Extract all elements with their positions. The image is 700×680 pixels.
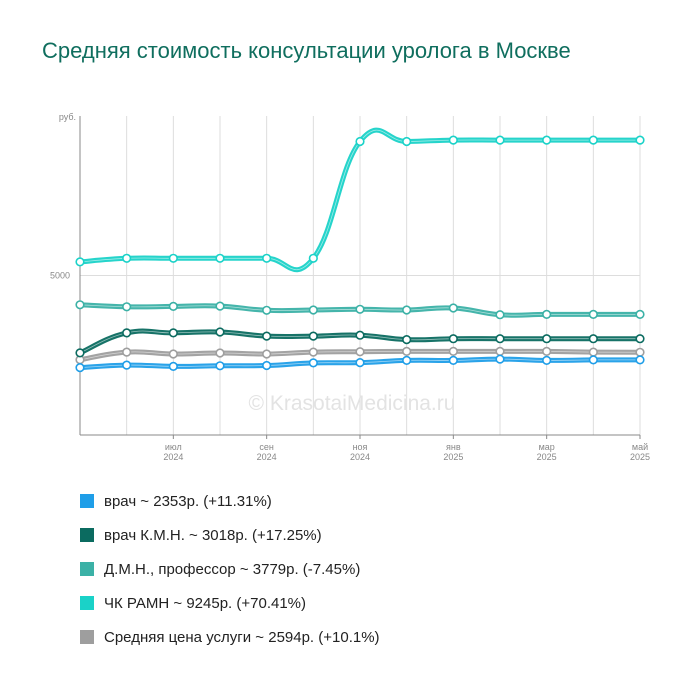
data-point: [635, 135, 645, 145]
data-point: [215, 348, 225, 358]
data-point: [402, 355, 412, 366]
data-point: [635, 334, 645, 344]
data-point: [355, 330, 365, 340]
data-point: [495, 135, 505, 145]
data-point: [542, 309, 552, 320]
data-point: [308, 347, 318, 357]
x-tick-label: сен 2024: [257, 442, 277, 462]
legend: врач ~ 2353р. (+11.31%) врач К.М.Н. ~ 30…: [80, 484, 380, 654]
data-point: [588, 135, 598, 145]
data-point: [308, 358, 318, 368]
data-point: [168, 349, 178, 359]
data-point: [122, 328, 132, 338]
data-point: [402, 136, 412, 147]
x-tick-label: мар 2025: [537, 442, 557, 462]
data-point: [448, 355, 458, 366]
legend-item[interactable]: Средняя цена услуги ~ 2594р. (+10.1%): [80, 620, 380, 654]
data-point: [75, 257, 85, 267]
data-point: [215, 301, 225, 311]
data-point: [308, 253, 318, 263]
x-tick-label: июл 2024: [163, 442, 183, 462]
data-point: [635, 355, 645, 365]
data-point: [122, 360, 132, 370]
data-point: [308, 305, 318, 315]
x-tick-label: май 2025: [630, 442, 650, 462]
data-point: [542, 346, 552, 357]
data-point: [542, 334, 552, 344]
data-point: [402, 335, 412, 345]
data-point: [635, 309, 645, 320]
grid-lines: [80, 116, 641, 435]
data-point: [448, 303, 458, 313]
watermark: © KrasotaiMedicina.ru: [249, 392, 456, 415]
x-tick-label: ноя 2024: [350, 442, 370, 462]
data-point: [448, 346, 458, 357]
data-point: [495, 354, 505, 364]
x-tick-label: янв 2025: [443, 442, 463, 462]
data-point: [168, 361, 178, 372]
legend-label: врач ~ 2353р. (+11.31%): [104, 492, 272, 510]
data-point: [168, 253, 178, 263]
data-point: [588, 347, 598, 357]
data-point: [75, 363, 85, 373]
data-point: [448, 334, 458, 344]
series-layer: [75, 127, 645, 373]
y-tick-label: 5000: [50, 271, 70, 281]
data-point: [495, 334, 505, 344]
data-point: [495, 346, 505, 357]
y-axis-unit-label: руб.: [59, 112, 76, 122]
data-point: [402, 305, 412, 315]
legend-item[interactable]: ЧК РАМН ~ 9245р. (+70.41%): [80, 586, 380, 620]
data-point: [215, 327, 225, 337]
data-point: [122, 253, 132, 263]
data-point: [635, 347, 645, 357]
data-point: [262, 305, 272, 315]
data-point: [122, 302, 132, 312]
data-point: [588, 355, 598, 365]
data-point: [75, 300, 85, 310]
data-point: [402, 346, 412, 357]
line-chart: © KrasotaiMedicina.ru руб. 5000 июл 2024 сен…: [50, 112, 650, 462]
data-point: [168, 328, 178, 338]
data-point: [262, 360, 272, 371]
legend-label: врач К.М.Н. ~ 3018р. (+17.25%): [104, 526, 322, 544]
data-point: [168, 301, 178, 312]
legend-swatch: [80, 528, 94, 542]
data-point: [215, 361, 225, 371]
data-point: [588, 309, 598, 320]
data-point: [355, 347, 365, 357]
data-point: [355, 136, 365, 147]
data-point: [588, 334, 598, 344]
data-point: [308, 331, 318, 341]
data-point: [215, 253, 225, 263]
data-point: [542, 355, 552, 366]
legend-swatch: [80, 596, 94, 610]
data-point: [262, 253, 272, 263]
legend-label: Д.М.Н., профессор ~ 3779р. (-7.45%): [104, 560, 361, 578]
legend-item[interactable]: врач К.М.Н. ~ 3018р. (+17.25%): [80, 518, 380, 552]
data-point: [355, 304, 365, 314]
legend-label: ЧК РАМН ~ 9245р. (+70.41%): [104, 594, 307, 612]
data-point: [262, 349, 272, 359]
data-point: [448, 135, 458, 145]
data-point: [355, 358, 365, 368]
data-point: [542, 135, 552, 145]
data-point: [75, 348, 85, 358]
legend-item[interactable]: Д.М.Н., профессор ~ 3779р. (-7.45%): [80, 552, 380, 586]
legend-swatch: [80, 630, 94, 644]
legend-swatch: [80, 494, 94, 508]
data-point: [122, 347, 132, 357]
data-point: [262, 331, 272, 341]
legend-item[interactable]: врач ~ 2353р. (+11.31%): [80, 484, 380, 518]
chart-title: Средняя стоимость консультации уролога в…: [42, 38, 571, 63]
data-point: [495, 310, 505, 320]
legend-label: Средняя цена услуги ~ 2594р. (+10.1%): [104, 628, 380, 646]
axes: руб. 5000 июл 2024 сен 2024 ноя 2024 янв 2025 мар 2…: [50, 112, 650, 462]
legend-swatch: [80, 562, 94, 576]
